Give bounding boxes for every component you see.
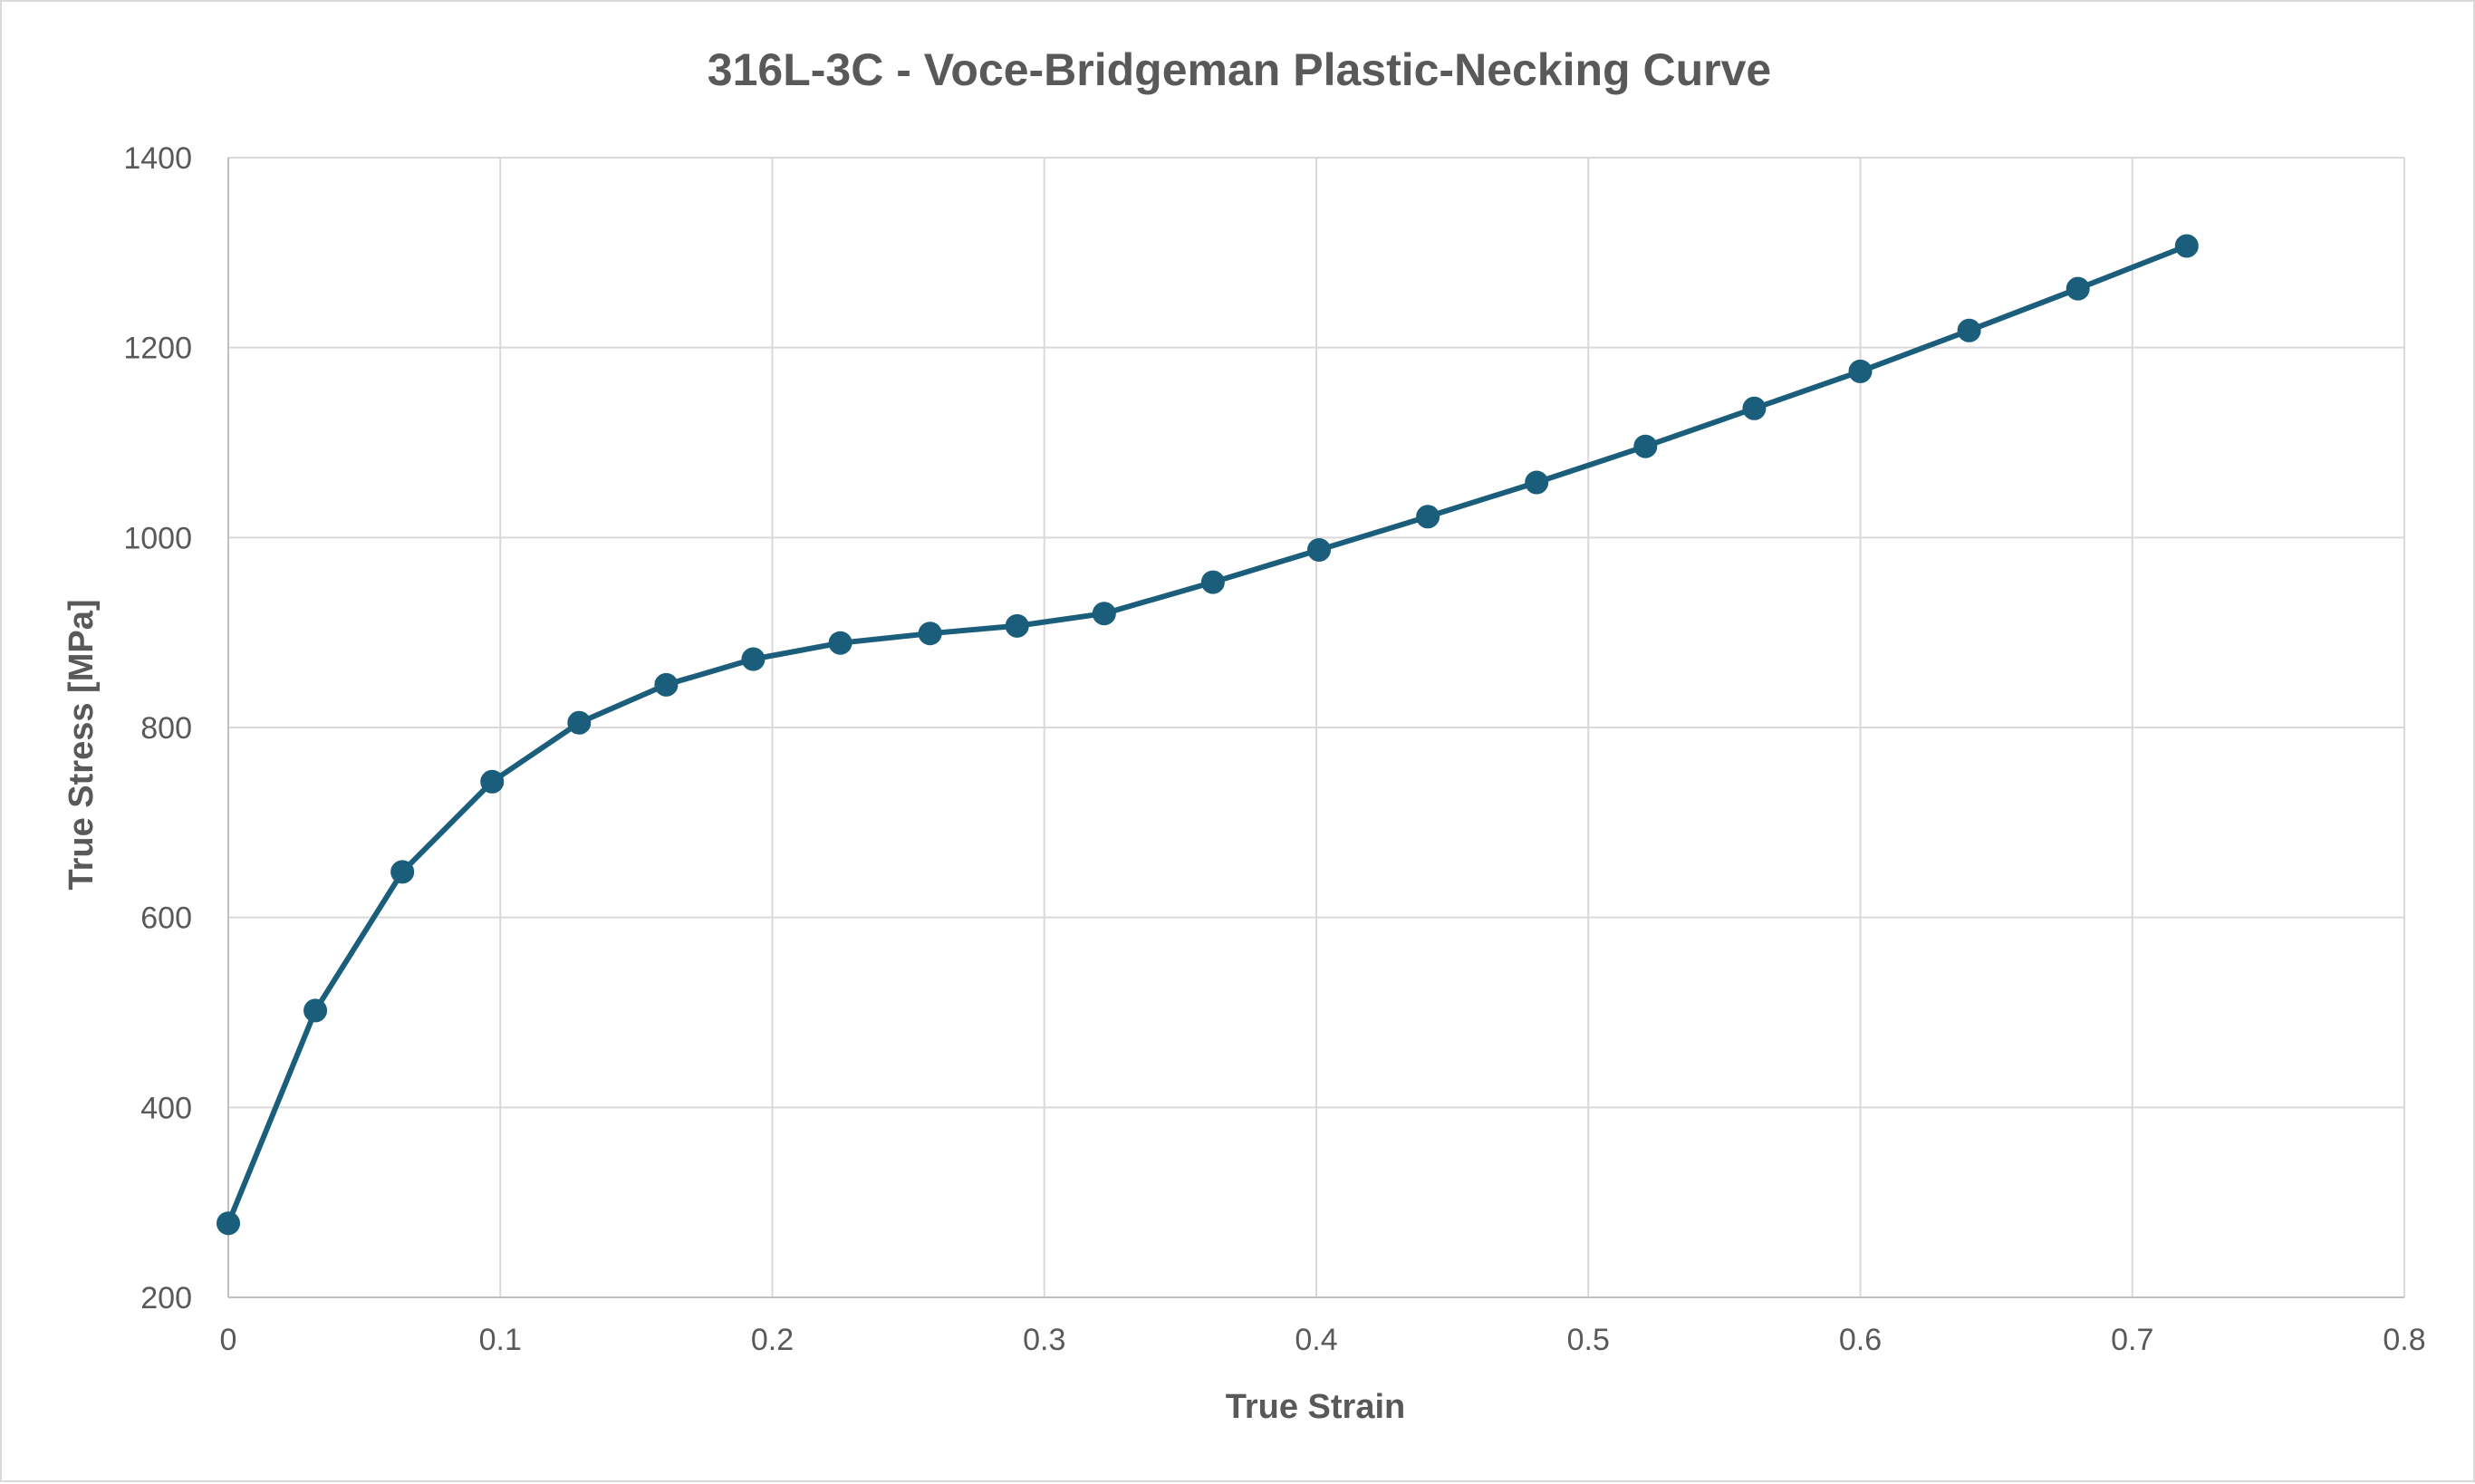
data-point <box>390 860 415 884</box>
data-point <box>217 1211 240 1236</box>
data-point <box>2174 234 2199 258</box>
data-point <box>1957 318 1981 342</box>
y-tick-label: 1400 <box>123 141 192 176</box>
x-tick-label: 0.6 <box>1839 1323 1882 1357</box>
data-point <box>654 672 679 697</box>
y-tick-label: 1000 <box>123 521 192 555</box>
y-tick-label: 1200 <box>123 332 192 366</box>
x-tick-label: 0.4 <box>1295 1323 1337 1357</box>
series-layer <box>217 234 2199 1236</box>
data-point <box>828 631 852 655</box>
data-point <box>1005 613 1029 638</box>
data-point <box>567 710 592 735</box>
data-point <box>480 769 505 794</box>
x-tick-label: 0.8 <box>2383 1323 2425 1357</box>
data-point <box>1633 434 1658 458</box>
data-point <box>741 647 766 671</box>
tick-labels: 0 0.1 0.2 0.3 0.4 0.5 0.6 0.7 0.8 200 400 600 800 100… <box>123 141 2425 1357</box>
y-tick-label: 400 <box>140 1091 192 1125</box>
data-point <box>1525 470 1549 495</box>
x-tick-label: 0 <box>220 1323 237 1357</box>
x-tick-label: 0.1 <box>479 1323 522 1357</box>
y-tick-label: 200 <box>140 1281 192 1315</box>
data-point <box>918 622 942 646</box>
data-point <box>2066 276 2090 301</box>
x-tick-label: 0.3 <box>1023 1323 1065 1357</box>
data-point <box>1307 537 1332 562</box>
data-point <box>1416 505 1440 529</box>
data-point <box>303 998 328 1023</box>
x-tick-label: 0.7 <box>2111 1323 2153 1357</box>
series-line <box>226 243 2190 1227</box>
data-point <box>1848 359 1873 383</box>
grid-lines <box>228 157 2405 1297</box>
data-point <box>1742 396 1767 420</box>
chart-title: 316L-3C - Voce-Bridgeman Plastic-Necking… <box>708 44 1771 95</box>
y-tick-label: 800 <box>140 711 192 746</box>
y-axis-title: True Stress [MPa] <box>63 600 101 891</box>
data-point <box>1092 602 1116 626</box>
y-tick-label: 600 <box>140 901 192 936</box>
axes <box>227 158 2404 1298</box>
x-tick-label: 0.2 <box>751 1323 794 1357</box>
x-tick-label: 0.5 <box>1567 1323 1610 1357</box>
x-axis-title: True Strain <box>1226 1388 1406 1426</box>
data-point <box>1200 570 1225 594</box>
